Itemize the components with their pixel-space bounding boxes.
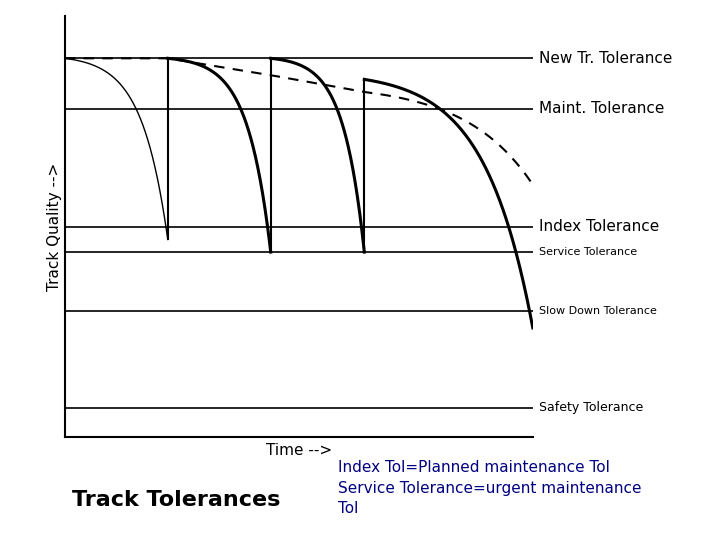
- Text: Tol: Tol: [338, 501, 359, 516]
- Text: Index Tol=Planned maintenance Tol: Index Tol=Planned maintenance Tol: [338, 460, 611, 475]
- Text: Slow Down Tolerance: Slow Down Tolerance: [539, 306, 657, 316]
- Y-axis label: Track Quality -->: Track Quality -->: [47, 163, 62, 291]
- X-axis label: Time -->: Time -->: [266, 443, 332, 458]
- Text: Service Tolerance: Service Tolerance: [539, 247, 636, 257]
- Text: Track Tolerances: Track Tolerances: [72, 489, 280, 510]
- Text: Maint. Tolerance: Maint. Tolerance: [539, 102, 664, 116]
- Text: Index Tolerance: Index Tolerance: [539, 219, 659, 234]
- Text: Service Tolerance=urgent maintenance: Service Tolerance=urgent maintenance: [338, 481, 642, 496]
- Text: Safety Tolerance: Safety Tolerance: [539, 401, 643, 414]
- Text: New Tr. Tolerance: New Tr. Tolerance: [539, 51, 672, 66]
